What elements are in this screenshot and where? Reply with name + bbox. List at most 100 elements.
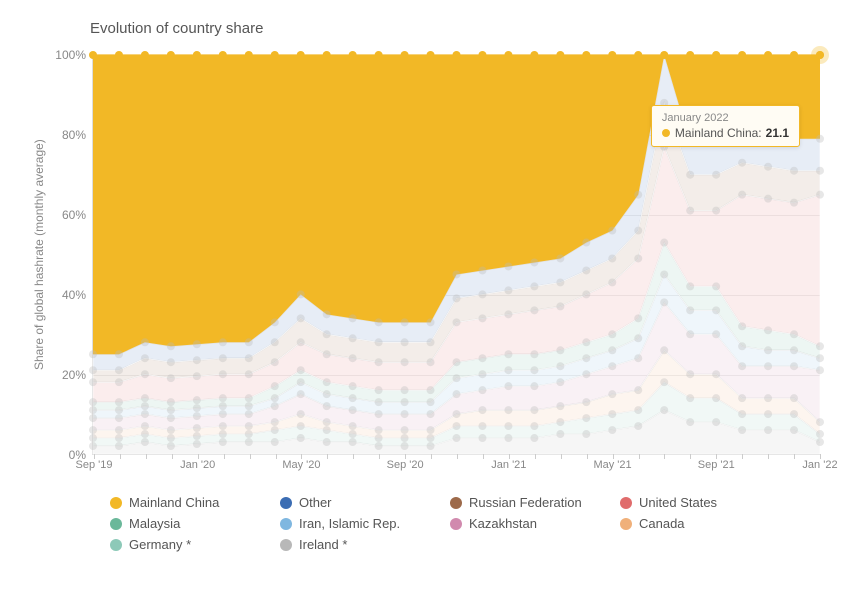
data-marker[interactable]: [115, 442, 123, 450]
data-marker[interactable]: [504, 434, 512, 442]
data-marker[interactable]: [556, 255, 564, 263]
data-marker[interactable]: [219, 394, 227, 402]
data-marker[interactable]: [245, 402, 253, 410]
data-marker[interactable]: [193, 340, 201, 348]
data-marker[interactable]: [349, 382, 357, 390]
data-marker[interactable]: [634, 255, 642, 263]
data-marker[interactable]: [686, 282, 694, 290]
data-marker[interactable]: [141, 430, 149, 438]
data-marker[interactable]: [245, 422, 253, 430]
data-marker[interactable]: [141, 354, 149, 362]
data-marker[interactable]: [504, 382, 512, 390]
data-marker[interactable]: [427, 358, 435, 366]
data-marker[interactable]: [790, 426, 798, 434]
data-marker[interactable]: [401, 318, 409, 326]
data-marker[interactable]: [608, 330, 616, 338]
data-marker[interactable]: [686, 394, 694, 402]
data-marker[interactable]: [712, 282, 720, 290]
data-marker[interactable]: [608, 390, 616, 398]
data-marker[interactable]: [245, 430, 253, 438]
data-marker[interactable]: [427, 434, 435, 442]
data-marker[interactable]: [245, 338, 253, 346]
data-marker[interactable]: [660, 346, 668, 354]
data-marker[interactable]: [634, 386, 642, 394]
data-marker[interactable]: [738, 322, 746, 330]
data-marker[interactable]: [712, 394, 720, 402]
data-marker[interactable]: [375, 386, 383, 394]
data-marker[interactable]: [349, 334, 357, 342]
data-marker[interactable]: [764, 362, 772, 370]
data-marker[interactable]: [712, 171, 720, 179]
legend-item[interactable]: Malaysia: [110, 516, 280, 531]
data-marker[interactable]: [219, 354, 227, 362]
data-marker[interactable]: [790, 410, 798, 418]
data-marker[interactable]: [608, 278, 616, 286]
data-marker[interactable]: [582, 290, 590, 298]
data-marker[interactable]: [634, 406, 642, 414]
data-marker[interactable]: [427, 338, 435, 346]
data-marker[interactable]: [89, 398, 97, 406]
data-marker[interactable]: [375, 426, 383, 434]
data-marker[interactable]: [427, 386, 435, 394]
data-marker[interactable]: [556, 402, 564, 410]
data-marker[interactable]: [323, 438, 331, 446]
data-marker[interactable]: [712, 418, 720, 426]
legend-item[interactable]: Russian Federation: [450, 495, 620, 510]
data-marker[interactable]: [608, 410, 616, 418]
data-marker[interactable]: [89, 434, 97, 442]
data-marker[interactable]: [738, 362, 746, 370]
data-marker[interactable]: [764, 426, 772, 434]
data-marker[interactable]: [401, 51, 409, 59]
data-marker[interactable]: [89, 406, 97, 414]
data-marker[interactable]: [686, 51, 694, 59]
data-marker[interactable]: [89, 414, 97, 422]
data-marker[interactable]: [375, 338, 383, 346]
data-marker[interactable]: [504, 422, 512, 430]
data-marker[interactable]: [245, 410, 253, 418]
data-marker[interactable]: [634, 227, 642, 235]
data-marker[interactable]: [634, 191, 642, 199]
data-marker[interactable]: [582, 338, 590, 346]
data-marker[interactable]: [608, 227, 616, 235]
data-marker[interactable]: [401, 442, 409, 450]
data-marker[interactable]: [608, 255, 616, 263]
data-marker[interactable]: [478, 290, 486, 298]
data-marker[interactable]: [816, 418, 824, 426]
data-marker[interactable]: [297, 366, 305, 374]
data-marker[interactable]: [375, 398, 383, 406]
data-marker[interactable]: [530, 258, 538, 266]
data-marker[interactable]: [427, 442, 435, 450]
data-marker[interactable]: [141, 422, 149, 430]
data-marker[interactable]: [504, 310, 512, 318]
legend-item[interactable]: Germany *: [110, 537, 280, 552]
data-marker[interactable]: [660, 270, 668, 278]
data-marker[interactable]: [427, 51, 435, 59]
data-marker[interactable]: [141, 370, 149, 378]
data-marker[interactable]: [245, 51, 253, 59]
legend-item[interactable]: Iran, Islamic Rep.: [280, 516, 450, 531]
data-marker[interactable]: [193, 356, 201, 364]
data-marker[interactable]: [530, 51, 538, 59]
data-marker[interactable]: [245, 354, 253, 362]
data-marker[interactable]: [712, 51, 720, 59]
data-marker[interactable]: [141, 394, 149, 402]
data-marker[interactable]: [349, 354, 357, 362]
data-marker[interactable]: [297, 390, 305, 398]
data-marker[interactable]: [219, 338, 227, 346]
data-marker[interactable]: [375, 318, 383, 326]
data-marker[interactable]: [764, 410, 772, 418]
data-marker[interactable]: [271, 338, 279, 346]
data-marker[interactable]: [323, 350, 331, 358]
data-marker[interactable]: [686, 171, 694, 179]
data-marker[interactable]: [738, 394, 746, 402]
data-marker[interactable]: [556, 302, 564, 310]
data-marker[interactable]: [608, 346, 616, 354]
data-marker[interactable]: [271, 418, 279, 426]
data-marker[interactable]: [478, 51, 486, 59]
data-marker[interactable]: [582, 414, 590, 422]
data-marker[interactable]: [219, 438, 227, 446]
data-marker[interactable]: [556, 278, 564, 286]
data-marker[interactable]: [556, 418, 564, 426]
data-marker[interactable]: [89, 378, 97, 386]
data-marker[interactable]: [634, 334, 642, 342]
